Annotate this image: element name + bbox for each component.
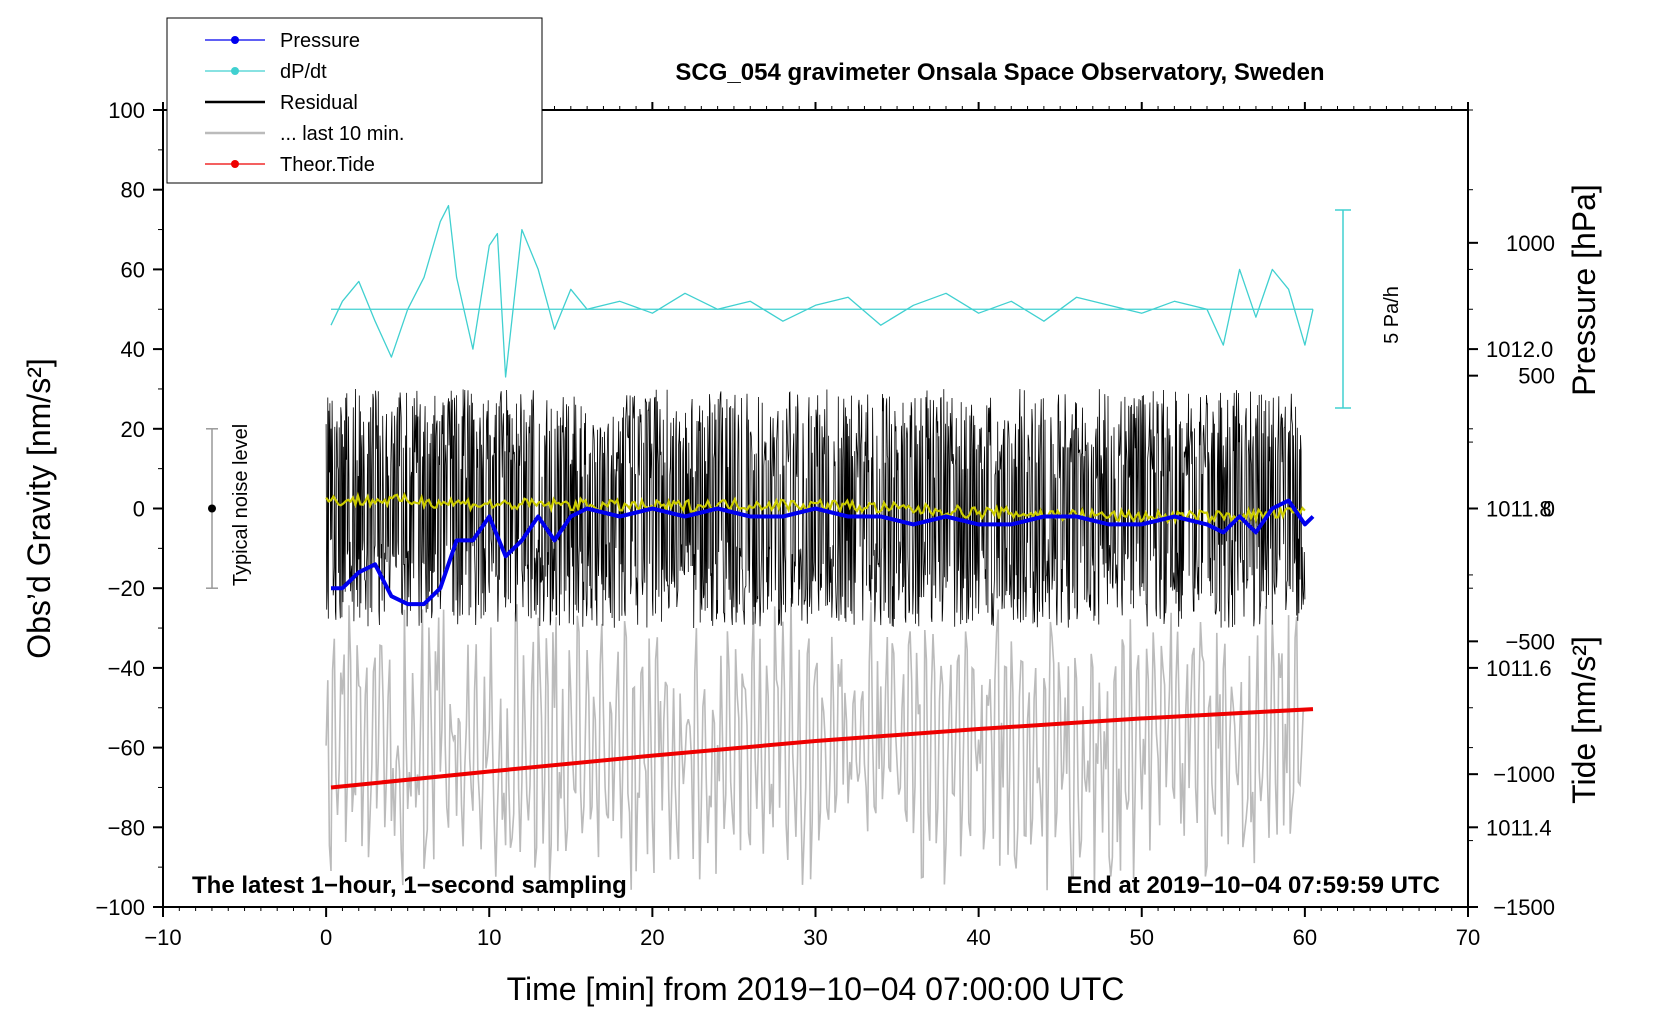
tide-axis-label: Tide [nm/s²]	[1566, 636, 1602, 804]
x-tick-label: 70	[1456, 925, 1480, 950]
legend-marker	[231, 160, 239, 168]
legend-box	[166, 17, 543, 184]
legend-label: dP/dt	[280, 61, 327, 83]
x-tick-label: 50	[1130, 925, 1154, 950]
rate-scale-label: 5 Pa/h	[1381, 286, 1403, 344]
legend-label: Pressure	[280, 30, 360, 52]
legend-marker	[231, 67, 239, 75]
pressure-tick-label: 1011.6	[1486, 656, 1552, 681]
tide-tick-label: 0	[1543, 497, 1555, 522]
dpdt-line	[330, 204, 1314, 378]
pressure-line	[331, 498, 1315, 607]
x-tick-label: 30	[803, 925, 827, 950]
y-tick-label: 100	[108, 98, 145, 123]
y-tick-label: 60	[121, 257, 145, 282]
legend-label: Residual	[280, 92, 358, 114]
end-time-note: End at 2019−10−04 07:59:59 UTC	[1066, 872, 1440, 899]
axis-ticks: −10 0 10 20 30 40 50 60 70100806040200−20−40−60−…	[95, 98, 1555, 950]
annotations	[206, 209, 1351, 589]
tide-tick-label: 500	[1518, 364, 1555, 389]
residual-line	[325, 388, 1306, 629]
tide-tick-label: −1500	[1493, 895, 1555, 920]
x-tick-label: 60	[1293, 925, 1317, 950]
legend: Pressure dP/dt Residual ... last 10 min. The…	[166, 17, 543, 184]
filtered-residual-line	[325, 491, 1306, 526]
pressure-tick-label: 1011.4	[1486, 815, 1552, 840]
pressure-axis-label: Pressure [hPa]	[1566, 184, 1602, 396]
x-tick-label: 10	[477, 925, 501, 950]
y-tick-label: −80	[108, 815, 145, 840]
noise-level-label: Typical noise level	[230, 424, 252, 586]
legend-label: ... last 10 min.	[280, 123, 405, 145]
chart-title: SCG_054 gravimeter Onsala Space Observat…	[675, 59, 1324, 86]
pressure-tick-label: 1012.0	[1486, 337, 1553, 362]
tide-tick-label: 1000	[1506, 231, 1555, 256]
x-tick-label: 40	[966, 925, 990, 950]
x-tick-label: −10	[144, 925, 181, 950]
theor-tide-line	[330, 707, 1314, 790]
legend-marker	[231, 36, 239, 44]
pressure-tick-label: 1011.8	[1486, 497, 1552, 522]
noise-bar-center	[208, 504, 216, 513]
y-tick-label: 0	[133, 497, 145, 522]
y-tick-label: −100	[95, 895, 145, 920]
x-axis-label: Time [min] from 2019−10−04 07:00:00 UTC	[507, 971, 1125, 1007]
last-10-min-line	[325, 597, 1305, 891]
legend-label: Theor.Tide	[280, 154, 375, 176]
y-tick-label: 40	[121, 337, 145, 362]
tide-tick-label: −500	[1505, 629, 1555, 654]
y-tick-label: −60	[108, 736, 145, 761]
y-tick-label: −40	[108, 656, 145, 681]
sampling-note: The latest 1−hour, 1−second sampling	[192, 872, 627, 899]
y-tick-label: −20	[108, 576, 145, 601]
y-axis-label: Obs’d Gravity [nm/s²]	[21, 358, 57, 659]
x-tick-label: 20	[640, 925, 664, 950]
data-series	[325, 204, 1315, 891]
y-tick-label: 80	[121, 178, 145, 203]
y-tick-label: 20	[121, 417, 145, 442]
tide-tick-label: −1000	[1493, 762, 1555, 787]
x-tick-label: 0	[320, 925, 332, 950]
